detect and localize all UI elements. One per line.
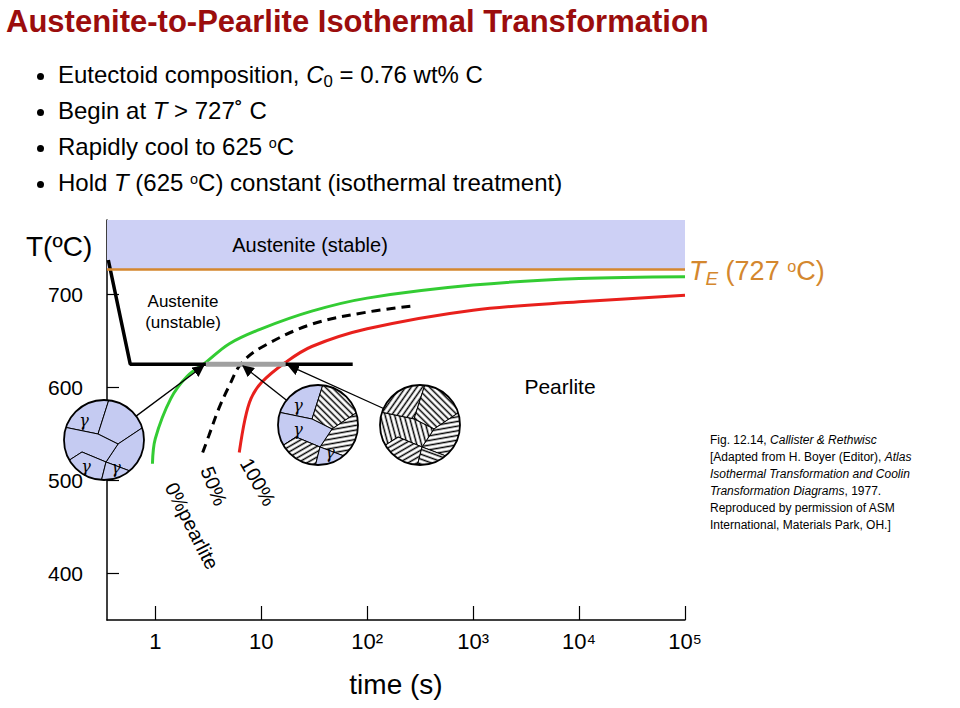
- svg-text:γ: γ: [111, 458, 121, 477]
- html-text:Hold T (625oC) constant (isoth: Hold T (625oC) constant (isothermal trea…: [58, 169, 563, 196]
- html-text:TE(727oC): TE(727oC): [689, 256, 825, 289]
- html-text:Eutectoid composition, C0= 0.7: Eutectoid composition, C0= 0.76 wt% C: [58, 61, 483, 92]
- html-text:Reproduced by permission of AS: Reproduced by permission of ASM: [710, 501, 895, 515]
- html-text:[Adapted from H. Boyer (Editor: [Adapted from H. Boyer (Editor), Atlas: [710, 450, 912, 464]
- svg-text:γ: γ: [293, 396, 303, 415]
- svg-text:time (s): time (s): [349, 669, 442, 700]
- svg-text:10³: 10³: [457, 629, 489, 654]
- svg-text:Pearlite: Pearlite: [524, 375, 595, 398]
- html-text:Austenite-to-Pearlite Isotherm: Austenite-to-Pearlite Isothermal Transfo…: [6, 4, 709, 39]
- html-text:Transformation Diagrams, 1977.: Transformation Diagrams, 1977.: [710, 484, 882, 498]
- svg-text:10⁵: 10⁵: [668, 629, 702, 654]
- svg-text:(unstable): (unstable): [145, 313, 221, 332]
- svg-text:1: 1: [149, 629, 161, 654]
- svg-text:10⁴: 10⁴: [562, 629, 596, 654]
- svg-text:10: 10: [249, 629, 273, 654]
- svg-text:γ: γ: [293, 420, 303, 439]
- html-text:International, Materials Park,: International, Materials Park, OH.]: [710, 518, 891, 532]
- svg-text:0%pearlite: 0%pearlite: [160, 478, 224, 574]
- svg-text:γ: γ: [81, 457, 91, 476]
- svg-text:100%: 100%: [236, 454, 281, 509]
- html-text:Fig. 12.14, Callister & Rethwi: Fig. 12.14, Callister & Rethwisc: [710, 433, 877, 447]
- svg-text:500: 500: [48, 469, 83, 492]
- svg-text:Austenite: Austenite: [148, 292, 219, 311]
- html-text:Begin at T > 727˚ C: Begin at T > 727˚ C: [58, 97, 267, 124]
- svg-text:50%: 50%: [196, 463, 231, 509]
- svg-text:700: 700: [48, 283, 83, 306]
- svg-text:T(ºC): T(ºC): [26, 231, 92, 262]
- html-text:Rapidly cool to 625oC: Rapidly cool to 625oC: [58, 133, 295, 160]
- svg-text:10²: 10²: [351, 629, 383, 654]
- svg-text:600: 600: [48, 376, 83, 399]
- svg-text:γ: γ: [79, 411, 89, 430]
- svg-text:Austenite (stable): Austenite (stable): [232, 234, 388, 256]
- svg-text:γ: γ: [325, 443, 335, 462]
- svg-text:400: 400: [48, 562, 83, 585]
- html-text:Isothermal Transformation and: Isothermal Transformation and Coolin: [710, 467, 910, 481]
